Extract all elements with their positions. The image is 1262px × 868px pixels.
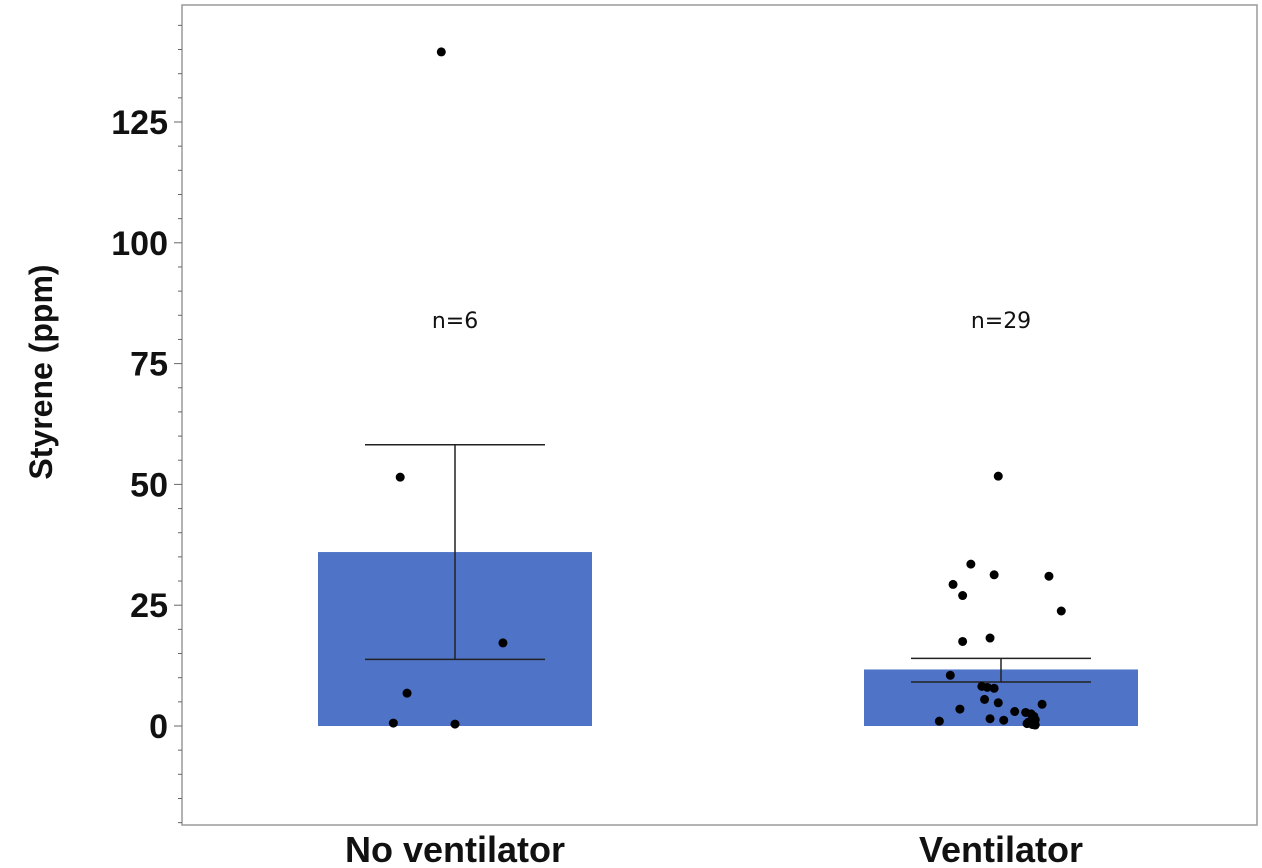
data-point	[999, 715, 1009, 725]
data-point	[948, 579, 958, 589]
y-tick-label: 25	[130, 587, 168, 625]
data-point	[985, 714, 995, 724]
y-axis: 0 25 50 75 100 125	[111, 24, 182, 824]
data-point	[388, 718, 398, 728]
y-tick-label: 100	[111, 225, 168, 263]
data-point	[402, 688, 412, 698]
y-tick-label: 50	[130, 466, 168, 504]
x-axis-labels: No ventilator Ventilator	[345, 829, 1083, 868]
y-axis-title: Styrene (ppm)	[23, 264, 59, 479]
data-point	[989, 683, 999, 693]
data-point	[993, 471, 1003, 481]
bars	[318, 552, 1138, 726]
sample-size-labels: n=6 n=29	[432, 309, 1031, 334]
data-point	[498, 638, 508, 648]
data-point	[934, 716, 944, 726]
x-tick-label: No ventilator	[345, 829, 565, 868]
data-point	[958, 636, 968, 646]
data-point	[955, 704, 965, 714]
data-points	[388, 47, 1066, 730]
data-point	[966, 559, 976, 569]
data-point	[985, 633, 995, 643]
data-point	[993, 698, 1003, 708]
data-point	[958, 591, 968, 601]
plot-frame	[181, 4, 1258, 826]
data-point	[1044, 571, 1054, 581]
data-point	[395, 472, 405, 482]
y-tick-label: 125	[111, 104, 168, 142]
data-point	[945, 670, 955, 680]
data-point	[982, 682, 992, 692]
y-tick-label: 0	[149, 708, 168, 746]
y-tick-label: 75	[130, 346, 168, 384]
sample-size-label: n=29	[971, 309, 1031, 334]
data-point	[436, 47, 446, 57]
data-point	[1037, 699, 1047, 709]
data-point	[980, 694, 990, 704]
data-point	[1010, 707, 1020, 717]
data-point	[450, 719, 460, 729]
error-bars	[365, 444, 1091, 683]
data-point	[1056, 606, 1066, 616]
data-point	[989, 570, 999, 580]
data-point	[1030, 720, 1040, 730]
sample-size-label: n=6	[432, 309, 478, 334]
x-tick-label: Ventilator	[919, 829, 1083, 868]
